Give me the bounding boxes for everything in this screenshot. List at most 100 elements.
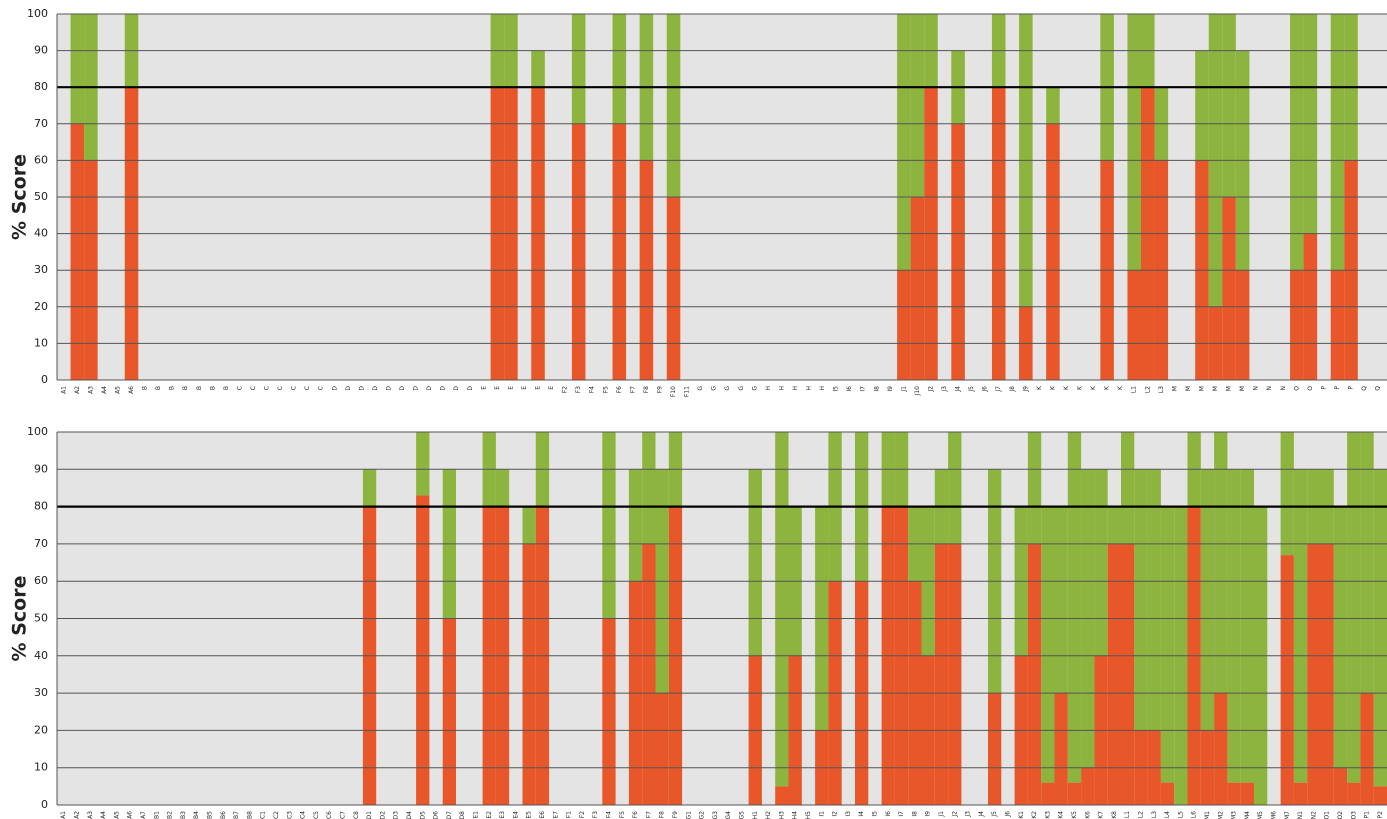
bar-segment — [1046, 87, 1060, 124]
x-tick-label: F9 — [656, 386, 663, 393]
x-tick-label: M — [1212, 386, 1219, 391]
bar-segment — [1330, 270, 1345, 380]
x-tick-label: C8 — [353, 811, 360, 819]
bar-segment — [1290, 270, 1304, 380]
x-tick-label: G4 — [725, 811, 732, 819]
x-tick-label: D — [413, 386, 420, 391]
x-tick-label: B2 — [167, 811, 174, 819]
x-tick-label: C — [264, 386, 271, 390]
bar-segment — [522, 543, 536, 805]
bar-segment — [1240, 469, 1254, 783]
bar-segment — [1280, 555, 1294, 805]
x-tick-label: J2 — [927, 386, 934, 393]
x-tick-label: G — [751, 386, 758, 391]
bar-segment — [1107, 506, 1121, 544]
bar-segment — [1307, 543, 1321, 805]
y-tick-label: 60 — [34, 153, 48, 166]
x-tick-label: E7 — [552, 811, 559, 819]
x-tick-label: B8 — [246, 811, 253, 819]
bar-segment — [1107, 543, 1121, 805]
x-tick-label: B3 — [180, 811, 187, 819]
x-tick-label: L3 — [1151, 811, 1158, 818]
x-tick-label: D1 — [366, 811, 373, 819]
x-tick-label: E — [548, 386, 555, 390]
x-tick-label: E — [535, 386, 542, 390]
x-tick-label: F2 — [579, 811, 586, 818]
bar-segment — [1134, 469, 1148, 731]
bar-segment — [1041, 782, 1055, 805]
bar-segment — [1222, 14, 1236, 197]
x-tick-label: D — [358, 386, 365, 391]
bar-segment — [602, 618, 616, 805]
x-tick-label: M4 — [1244, 811, 1251, 819]
bar-segment — [1240, 782, 1254, 805]
x-tick-label: D — [345, 386, 352, 391]
bar-segment — [934, 543, 949, 805]
y-tick-label: 70 — [34, 537, 48, 550]
x-tick-label: M7 — [1284, 811, 1291, 819]
bar-segment — [748, 469, 762, 656]
x-tick-label: I6 — [846, 386, 853, 392]
x-tick-label: B — [155, 386, 162, 390]
x-tick-label: F3 — [592, 811, 599, 818]
x-tick-label: O2 — [1337, 811, 1344, 819]
x-tick-label: E6 — [539, 811, 546, 819]
bar-segment — [1373, 786, 1387, 805]
x-tick-label: L6 — [1191, 811, 1198, 818]
bar-segment — [1290, 14, 1304, 271]
x-tick-label: I3 — [845, 811, 852, 817]
x-tick-label: P — [1348, 386, 1355, 390]
bar-segment — [522, 506, 536, 544]
bar-segment — [1235, 270, 1250, 380]
bar-segment — [602, 432, 616, 619]
x-tick-label: M — [1198, 386, 1205, 391]
bar-segment — [1320, 543, 1334, 805]
bar-segment — [951, 123, 965, 381]
bar-segment — [1227, 469, 1241, 783]
x-tick-label: J5 — [991, 811, 998, 818]
x-tick-label: B6 — [220, 811, 227, 819]
x-tick-label: F7 — [645, 811, 652, 818]
x-tick-label: C4 — [300, 811, 307, 819]
y-tick-label: 10 — [34, 336, 48, 349]
x-tick-label: K8 — [1111, 811, 1118, 819]
x-tick-label: I6 — [885, 811, 892, 817]
bar-segment — [1147, 469, 1161, 731]
x-tick-label: I1 — [818, 811, 825, 817]
x-tick-label: P — [1320, 386, 1327, 390]
x-tick-label: K2 — [1031, 811, 1038, 819]
y-tick-label: 40 — [34, 649, 48, 662]
bar-segment — [1121, 543, 1135, 805]
x-tick-label: A3 — [87, 811, 94, 819]
x-tick-label: A5 — [113, 811, 120, 819]
y-tick-label: 50 — [34, 190, 48, 203]
x-tick-label: I8 — [911, 811, 918, 817]
x-tick-label: D — [372, 386, 379, 391]
x-tick-label: K — [1036, 385, 1043, 390]
bar-segment — [442, 618, 456, 805]
x-tick-label: F3 — [575, 386, 582, 393]
x-tick-label: G2 — [699, 811, 706, 819]
bar-segment — [910, 14, 925, 197]
x-tick-label: F5 — [619, 811, 626, 818]
bar-segment — [666, 197, 681, 380]
x-tick-label: O — [1307, 386, 1314, 391]
bar-segment — [1046, 123, 1060, 381]
x-tick-label: L4 — [1164, 811, 1171, 818]
x-tick-label: M3 — [1231, 811, 1238, 819]
x-tick-label: F8 — [643, 386, 650, 393]
x-tick-label: A4 — [100, 811, 107, 819]
x-tick-label: J4 — [978, 811, 985, 818]
x-tick-label: A1 — [60, 811, 67, 819]
y-tick-label: 30 — [34, 263, 48, 276]
bar-segment — [612, 123, 627, 381]
bar-segment — [948, 543, 962, 805]
x-tick-label: J6 — [1004, 811, 1011, 818]
bar-segment — [1094, 469, 1108, 656]
x-tick-label: I8 — [873, 386, 880, 392]
y-tick-label: 0 — [41, 373, 48, 386]
bar-segment — [1200, 469, 1215, 731]
x-tick-label: C2 — [273, 811, 280, 819]
y-axis-label: % Score — [9, 576, 31, 662]
